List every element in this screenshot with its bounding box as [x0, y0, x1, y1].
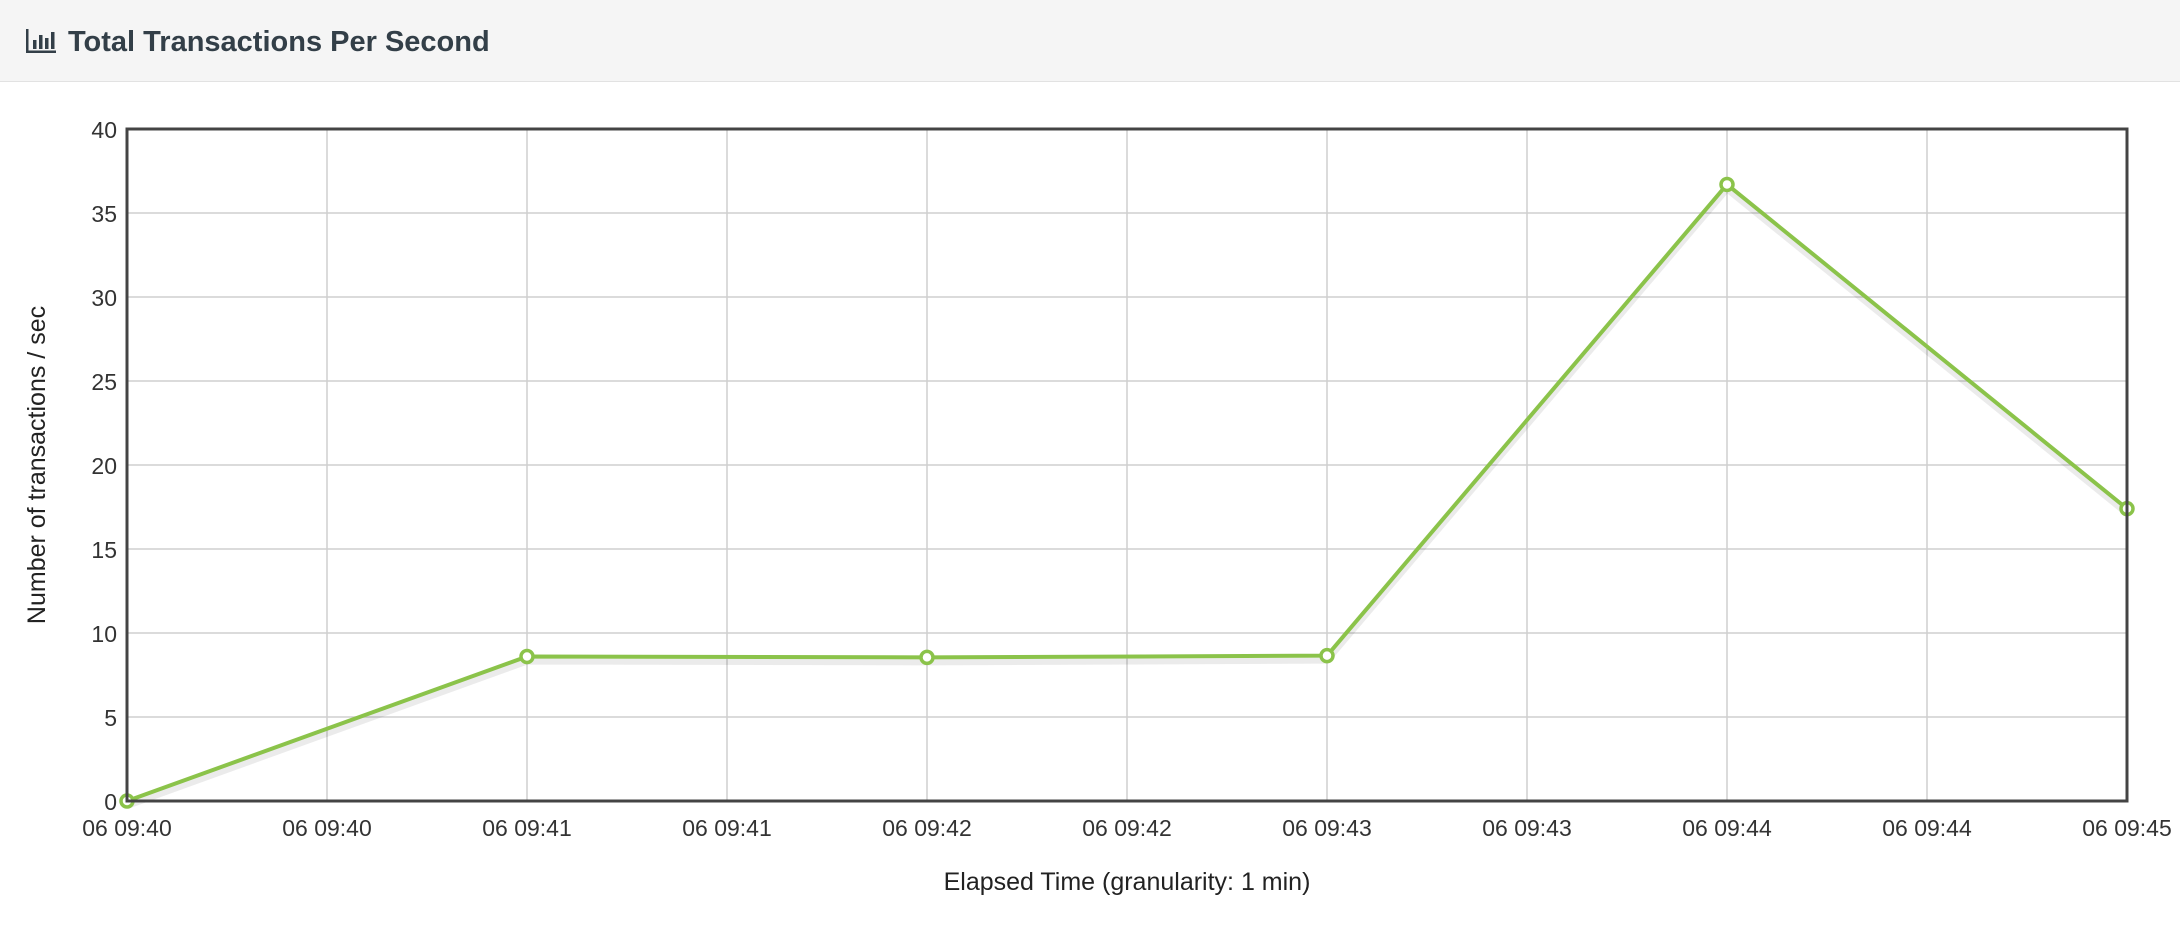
y-tick-label: 30	[91, 285, 117, 311]
x-tick-label: 06 09:43	[1482, 815, 1572, 841]
panel-header: Total Transactions Per Second	[0, 0, 2180, 82]
x-tick-label: 06 09:43	[1282, 815, 1372, 841]
x-tick-label: 06 09:44	[1882, 815, 1972, 841]
x-tick-label: 06 09:41	[682, 815, 772, 841]
panel-title: Total Transactions Per Second	[68, 26, 490, 58]
bar-chart-icon	[26, 29, 56, 53]
data-point	[519, 648, 535, 665]
grid-lines	[126, 128, 2128, 802]
x-tick-label: 06 09:41	[482, 815, 572, 841]
x-tick-label: 06 09:40	[282, 815, 372, 841]
series-line	[126, 182, 2129, 803]
y-tick-label: 10	[91, 621, 117, 647]
x-axis-label: Elapsed Time (granularity: 1 min)	[944, 868, 1311, 896]
y-axis-label: Number of transactions / sec	[23, 306, 51, 624]
y-tick-label: 35	[91, 201, 117, 227]
x-tick-label: 06 09:45	[2082, 815, 2172, 841]
x-tick-label: 06 09:44	[1682, 815, 1772, 841]
x-tick-label: 06 09:42	[1082, 815, 1172, 841]
plot-frame	[125, 127, 2129, 803]
y-tick-label: 5	[104, 705, 117, 731]
y-tick-label: 0	[104, 789, 117, 815]
x-tick-label: 06 09:40	[82, 815, 172, 841]
series-line-shadow	[125, 186, 2129, 809]
data-point	[1719, 176, 1735, 193]
chart-area: 0 5 10 15 20 25 30 35 40 06 09:40 06 09:40 06 09:4…	[0, 82, 2180, 934]
y-tick-label: 15	[91, 537, 117, 563]
x-tick-label: 06 09:42	[882, 815, 972, 841]
series-group	[119, 176, 2135, 809]
data-point	[1319, 647, 1335, 664]
y-axis-ticks: 0 5 10 15 20 25 30 35 40	[91, 117, 117, 815]
x-axis-ticks: 06 09:40 06 09:40 06 09:41 06 09:41 06 09:42…	[82, 815, 2172, 841]
data-point	[919, 649, 935, 666]
y-tick-label: 40	[91, 117, 117, 143]
y-tick-label: 25	[91, 369, 117, 395]
y-tick-label: 20	[91, 453, 117, 479]
